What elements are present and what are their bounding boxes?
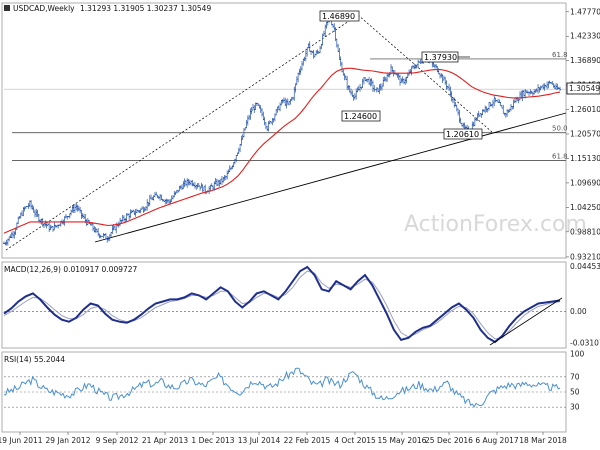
x-tick-label: 21 Apr 2013 — [142, 436, 189, 445]
last-price-tag — [566, 82, 600, 95]
x-tick-label: 1 Dec 2013 — [191, 436, 234, 445]
x-tick-label: 25 Dec 2016 — [425, 436, 473, 445]
macd-y-tick-label: 0.00 — [570, 307, 587, 316]
price-y-tick-label: 1.20570 — [570, 130, 600, 139]
svg-text:1.24600: 1.24600 — [344, 112, 377, 121]
price-annotations: 1.46890 1.37930 1.24600 1.20610 — [319, 10, 483, 140]
rsi-pane: 100 70 50 30 RSI(14) 55.2044 — [1, 350, 585, 433]
x-tick-label: 13 Jul 2014 — [238, 436, 281, 445]
fib-label: 50.0 — [552, 125, 568, 133]
svg-text:1.37930: 1.37930 — [424, 53, 457, 62]
rsi-title: RSI(14) 55.2044 — [4, 355, 65, 364]
price-annotation: 1.46890 — [319, 10, 360, 22]
last-price-label: 1.30549 — [569, 84, 600, 93]
ohlc-label: 1.31293 1.31905 1.30237 1.30549 — [80, 4, 211, 13]
x-tick-label: 15 May 2016 — [378, 436, 427, 445]
rsi-line — [3, 367, 561, 408]
symbol-marker-icon — [4, 5, 10, 11]
macd-y-tick-label: 0.044534 — [570, 262, 600, 271]
dashed-uptrend-line — [5, 14, 359, 251]
price-pane-frame — [1, 2, 567, 259]
x-tick-label: 18 Mar 2018 — [519, 436, 567, 445]
x-axis: 19 Jun 2011 29 Jan 2012 9 Sep 2012 21 Apr 2… — [0, 432, 567, 445]
price-y-tick-label: 1.42330 — [570, 32, 600, 41]
price-bar — [559, 86, 561, 91]
price-y-tick-label: 1.09690 — [570, 178, 600, 187]
rsi-y-axis: 100 70 50 30 — [570, 350, 585, 412]
macd-pane-frame — [1, 261, 567, 349]
price-pane: 61.8 50.0 61.8 1.46890 1.37930 1.24600 1.2061… — [1, 2, 600, 261]
macd-main-line — [3, 265, 561, 344]
macd-y-axis: 0.044534 0.00 -0.031072 — [570, 262, 600, 348]
x-tick-label: 9 Sep 2012 — [96, 436, 139, 445]
macd-title: MACD(12,26,9) 0.010917 0.009727 — [4, 265, 138, 274]
macd-y-tick-label: -0.031072 — [570, 339, 600, 348]
rsi-y-tick-label: 100 — [570, 350, 585, 359]
price-y-tick-label: 1.47770 — [570, 7, 600, 16]
svg-text:1.46890: 1.46890 — [322, 12, 355, 21]
price-y-tick-label: 0.93210 — [570, 252, 600, 261]
macd-trend-line — [489, 297, 563, 346]
x-tick-label: 22 Feb 2015 — [284, 436, 331, 445]
price-y-tick-label: 0.98810 — [570, 227, 600, 236]
price-annotation: 1.24600 — [341, 110, 381, 122]
symbol-label: USDCAD,Weekly — [13, 4, 75, 13]
moving-average-line — [3, 67, 561, 234]
price-y-tick-label: 1.26010 — [570, 105, 600, 114]
svg-text:1.20610: 1.20610 — [446, 130, 479, 139]
fib-label: 61.8 — [552, 153, 568, 161]
price-y-tick-label: 1.04250 — [570, 203, 600, 212]
watermark: ActionForex.com — [404, 212, 587, 237]
price-bars — [3, 12, 561, 246]
x-tick-label: 19 Jun 2011 — [0, 436, 43, 445]
support-trend-line — [94, 112, 567, 243]
macd-pane: 0.044534 0.00 -0.031072 MACD(12,26,9) 0.01… — [1, 261, 600, 349]
rsi-y-tick-label: 70 — [570, 372, 580, 381]
trend-lines — [5, 14, 567, 251]
price-y-tick-label: 1.36890 — [570, 56, 600, 65]
dashed-downtrend-line — [357, 14, 493, 133]
rsi-y-tick-label: 50 — [570, 388, 580, 397]
rsi-y-tick-label: 30 — [570, 403, 580, 412]
fib-label: 61.8 — [552, 51, 568, 59]
price-annotation: 1.37930 — [421, 51, 459, 63]
fib-lines: 61.8 50.0 61.8 — [12, 51, 568, 161]
x-tick-label: 4 Oct 2015 — [334, 436, 376, 445]
price-annotation: 1.20610 — [443, 128, 483, 140]
x-tick-label: 29 Jan 2012 — [46, 436, 91, 445]
x-tick-label: 6 Aug 2017 — [475, 436, 518, 445]
price-y-tick-label: 1.15130 — [570, 154, 600, 163]
